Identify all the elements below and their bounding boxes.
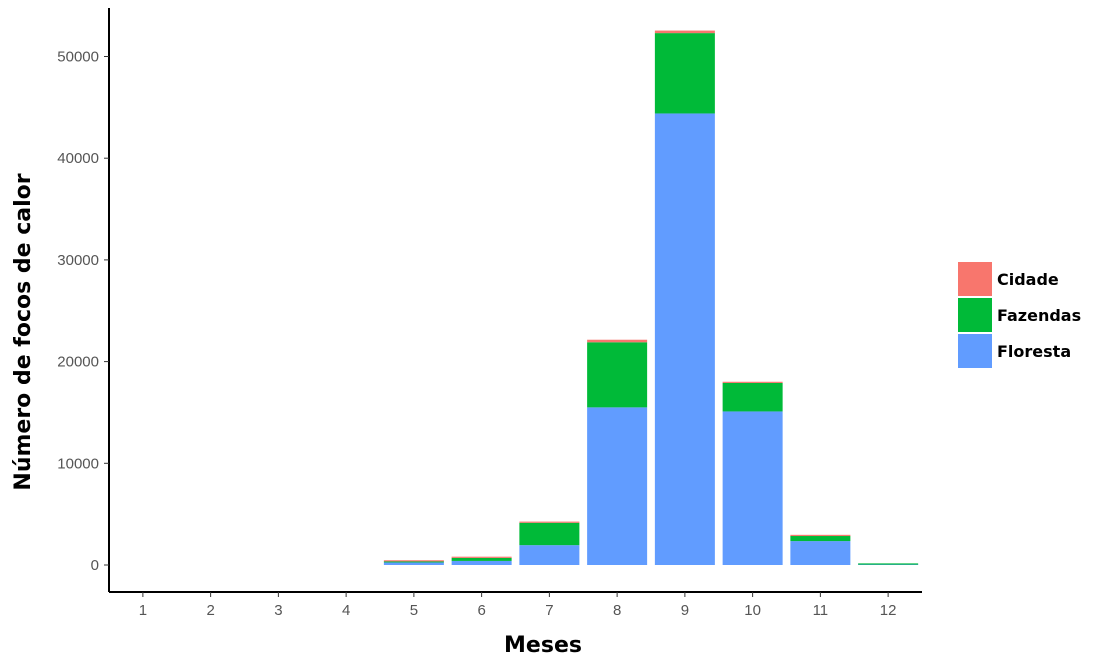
y-tick-label: 20000 bbox=[57, 354, 99, 371]
legend-label-floresta: Floresta bbox=[997, 342, 1071, 361]
bar-fazendas-10 bbox=[722, 382, 783, 412]
bar-fazendas-8 bbox=[587, 342, 648, 408]
bar-floresta-5 bbox=[383, 562, 444, 565]
bar-floresta-11 bbox=[790, 541, 851, 565]
bar-cidade-6 bbox=[451, 556, 512, 558]
bar-cidade-10 bbox=[722, 381, 783, 383]
x-tick-label: 1 bbox=[139, 602, 147, 619]
bar-cidade-9 bbox=[654, 30, 715, 34]
x-tick-label: 4 bbox=[342, 602, 350, 619]
bar-cidade-5 bbox=[383, 560, 444, 562]
x-tick-label: 6 bbox=[477, 602, 485, 619]
bar-fazendas-7 bbox=[519, 522, 580, 546]
x-tick-label: 10 bbox=[744, 602, 761, 619]
legend-swatch-fazendas bbox=[958, 298, 992, 332]
bar-floresta-6 bbox=[451, 560, 512, 565]
legend-label-fazendas: Fazendas bbox=[997, 306, 1081, 325]
bar-cidade-8 bbox=[587, 339, 648, 343]
x-tick-label: 9 bbox=[681, 602, 689, 619]
legend-swatch-floresta bbox=[958, 334, 992, 368]
bars-group bbox=[383, 30, 919, 566]
legend-label-cidade: Cidade bbox=[997, 270, 1059, 289]
y-axis-title: Número de focos de calor bbox=[11, 173, 36, 490]
bar-fazendas-6 bbox=[451, 557, 512, 561]
bar-floresta-8 bbox=[587, 407, 648, 565]
bar-floresta-9 bbox=[654, 113, 715, 566]
y-tick-label: 10000 bbox=[57, 455, 99, 472]
x-tick-label: 3 bbox=[274, 602, 282, 619]
x-tick-label: 5 bbox=[410, 602, 418, 619]
bar-fazendas-12 bbox=[858, 563, 919, 565]
bar-floresta-10 bbox=[722, 411, 783, 565]
bar-fazendas-11 bbox=[790, 536, 851, 542]
legend-swatch-cidade bbox=[958, 262, 992, 296]
x-tick-label: 12 bbox=[880, 602, 897, 619]
x-tick-label: 11 bbox=[813, 602, 829, 619]
x-tick-label: 7 bbox=[545, 602, 553, 619]
y-ticks: 0 10000 20000 30000 40000 50000 bbox=[57, 49, 109, 574]
x-tick-label: 8 bbox=[613, 602, 621, 619]
y-tick-label: 50000 bbox=[57, 49, 99, 66]
y-tick-label: 40000 bbox=[57, 150, 99, 167]
bar-cidade-7 bbox=[519, 521, 580, 523]
x-tick-label: 2 bbox=[206, 602, 214, 619]
legend: Cidade Fazendas Floresta bbox=[958, 262, 1081, 368]
bar-floresta-7 bbox=[519, 545, 580, 565]
x-axis-title: Meses bbox=[504, 633, 582, 656]
bar-fazendas-5 bbox=[383, 561, 444, 563]
y-tick-label: 0 bbox=[91, 557, 99, 574]
x-ticks: 1 2 3 4 5 6 7 8 9 10 11 12 bbox=[139, 592, 897, 619]
bar-cidade-11 bbox=[790, 534, 851, 537]
bar-fazendas-9 bbox=[654, 33, 715, 114]
y-tick-label: 30000 bbox=[57, 252, 99, 269]
